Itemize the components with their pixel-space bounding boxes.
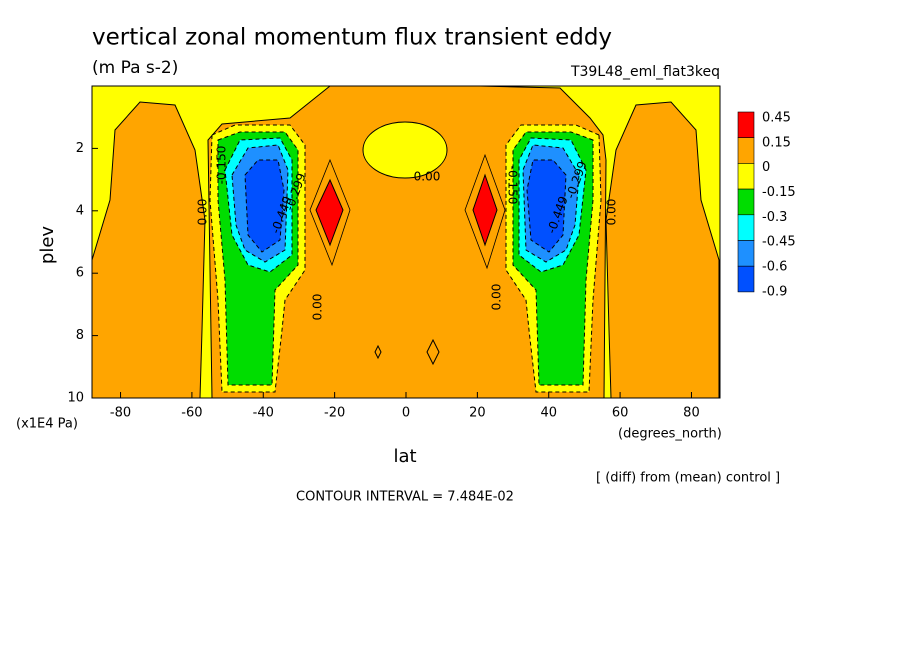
colorbar-box <box>737 111 755 139</box>
contour-region <box>472 173 498 247</box>
contour-region <box>91 101 206 399</box>
colorbar-box <box>737 188 755 216</box>
colorbar-box <box>737 163 755 190</box>
colorbar-box <box>737 214 755 241</box>
x-tick-label: -40 <box>253 406 274 421</box>
x-tick-label: -80 <box>110 406 131 421</box>
contour-region <box>244 159 285 253</box>
colorbar-box <box>737 137 755 164</box>
colorbar-label: -0.15 <box>762 185 796 200</box>
contour-label: 0.00 <box>414 170 441 184</box>
colorbar-label: -0.6 <box>762 260 787 275</box>
contour-label: -0.150 <box>215 146 229 185</box>
colorbar-label: 0.15 <box>762 135 791 150</box>
note: [ (diff) from (mean) control ] <box>596 471 780 486</box>
y-tick-label: 4 <box>76 203 84 218</box>
x-tick-label: 20 <box>469 406 486 421</box>
colorbar-box <box>737 265 755 293</box>
dataset-label: T39L48_eml_flat3keq <box>570 64 720 80</box>
contour-line <box>426 338 440 366</box>
colorbar-label: -0.9 <box>762 284 787 299</box>
chart-title: vertical zonal momentum flux transient e… <box>92 25 612 51</box>
contour-label: 0.00 <box>605 199 619 226</box>
contour-interval: CONTOUR INTERVAL = 7.484E-02 <box>296 490 514 505</box>
y-tick-label: 2 <box>76 141 84 156</box>
contour-line <box>374 344 382 360</box>
chart-subtitle: (m Pa s-2) <box>92 58 178 78</box>
y-units: (x1E4 Pa) <box>16 417 78 432</box>
colorbar-label: 0 <box>762 160 770 175</box>
colorbar-label: -0.3 <box>762 210 787 225</box>
contour-label: 0.00 <box>490 284 504 311</box>
y-tick-label: 6 <box>76 266 84 281</box>
contour-label: 0.00 <box>196 199 210 226</box>
x-tick-label: -60 <box>181 406 202 421</box>
y-tick-label: 8 <box>76 328 84 343</box>
colorbar-label: 0.45 <box>762 111 791 126</box>
x-units: (degrees_north) <box>618 427 722 442</box>
contour-region <box>315 178 344 247</box>
contour-region <box>526 159 567 253</box>
x-tick-label: 0 <box>402 406 410 421</box>
colorbar-box <box>737 240 755 267</box>
colorbar-label: -0.45 <box>762 235 796 250</box>
x-tick-label: 80 <box>683 406 700 421</box>
x-tick-label: -20 <box>324 406 345 421</box>
x-tick-label: 60 <box>612 406 629 421</box>
contour-region <box>362 121 448 179</box>
x-tick-label: 40 <box>540 406 557 421</box>
contour-line <box>464 153 506 270</box>
y-tick-label: 10 <box>67 391 84 406</box>
contour-region <box>605 101 720 399</box>
y-axis-label: plev <box>37 226 58 265</box>
contour-label: -0.150 <box>506 166 520 205</box>
contour-label: 0.00 <box>311 294 325 321</box>
x-axis-label: lat <box>393 446 416 467</box>
contour-line <box>309 158 351 267</box>
